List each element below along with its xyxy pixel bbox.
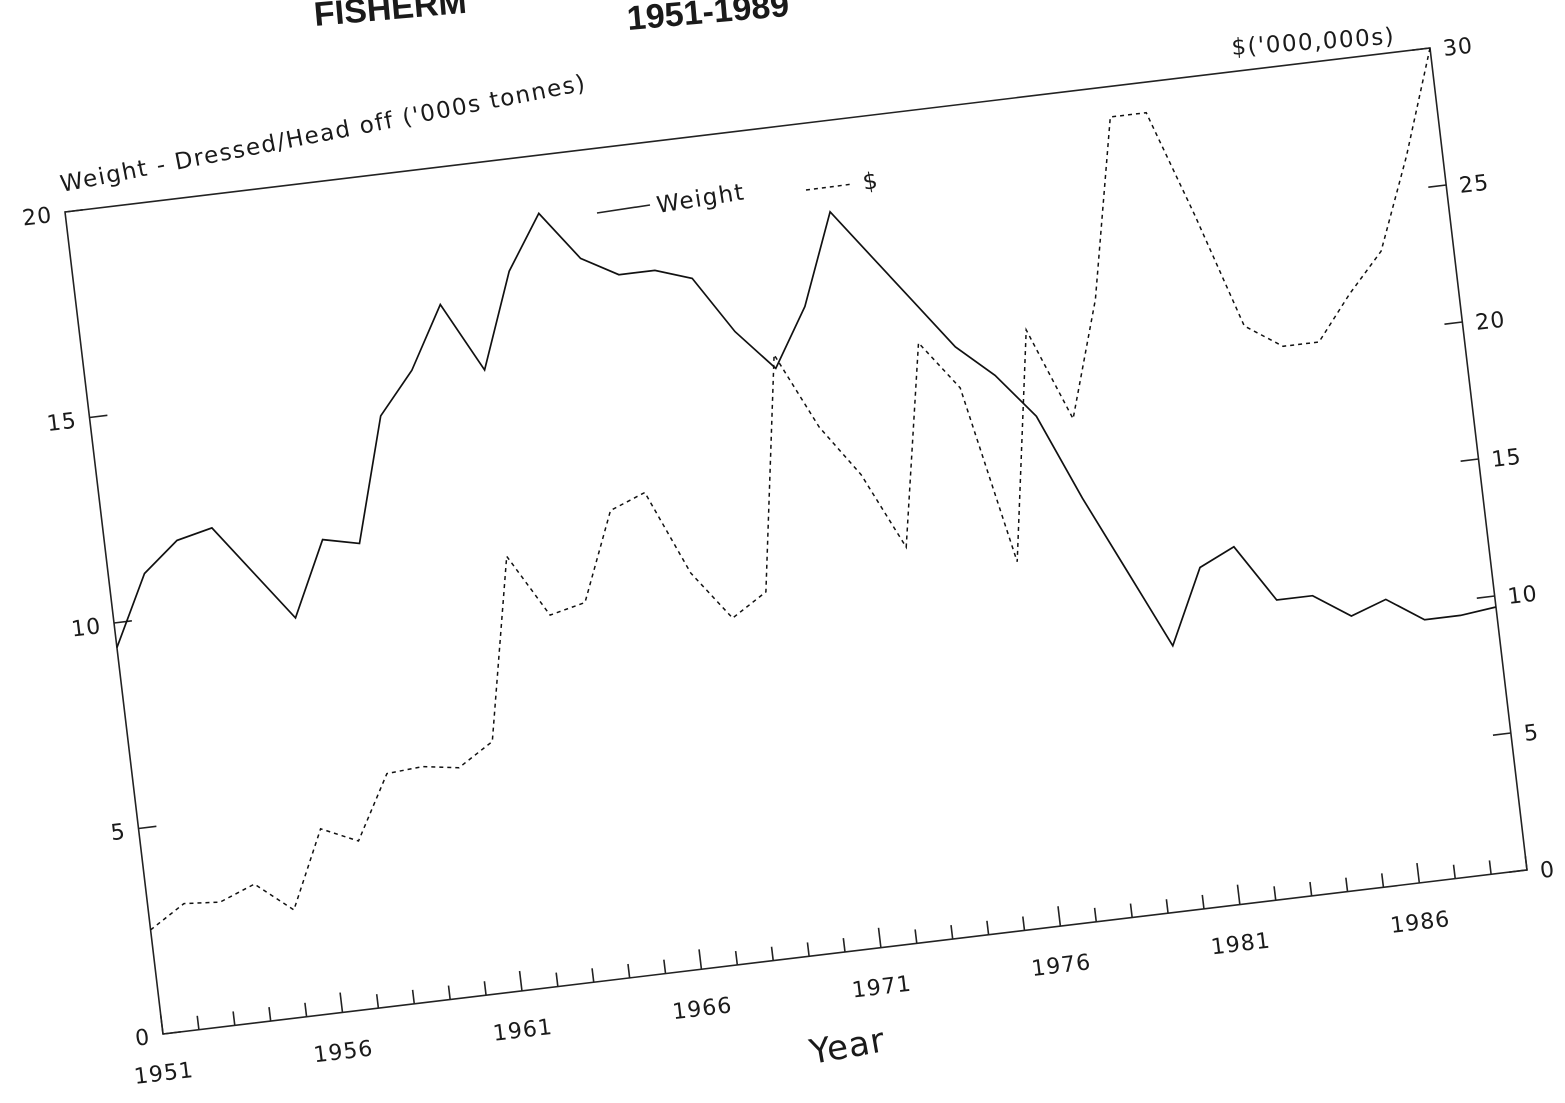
right-y-tick-label: 10: [1506, 582, 1539, 610]
x-tick-label: 1986: [1389, 907, 1452, 939]
left-y-tick-label: 5: [109, 820, 127, 847]
x-tick: [196, 1015, 200, 1030]
x-tick: [1165, 899, 1169, 914]
x-tick: [663, 959, 667, 974]
x-tick: [232, 1011, 236, 1026]
right-y-tick: [1509, 869, 1528, 873]
x-tick: [304, 1002, 308, 1017]
right-y-tick: [1412, 47, 1431, 51]
x-tick: [877, 927, 882, 948]
x-tick: [1416, 862, 1421, 884]
left-y-tick: [113, 620, 132, 624]
chart-title-line-1: FISHERM: [312, 0, 468, 34]
x-tick-label: 1976: [1030, 950, 1093, 982]
left-y-tick-label: 10: [70, 614, 103, 642]
x-tick: [770, 946, 775, 961]
plot-frame: [64, 47, 1528, 1035]
x-tick: [806, 942, 810, 957]
right-y-tick: [1444, 321, 1463, 325]
x-tick: [1488, 860, 1492, 875]
x-tick: [1129, 903, 1133, 918]
x-tick: [375, 994, 380, 1009]
x-tick: [1057, 906, 1062, 927]
x-tick-label: 1956: [312, 1036, 375, 1068]
x-tick: [1201, 894, 1205, 909]
left-y-tick-label: 15: [45, 409, 78, 437]
right-y-tick: [1476, 595, 1495, 599]
x-tick: [339, 992, 344, 1013]
legend: Weight $: [596, 168, 881, 219]
x-tick-label: 1981: [1210, 928, 1273, 960]
x-axis-tick-labels: 1951 1956 1961 1966 1971 1976 1981 1986: [133, 907, 1452, 1090]
left-y-tick: [89, 414, 108, 419]
left-y-tick-label: 0: [134, 1025, 152, 1052]
x-tick: [698, 949, 703, 970]
legend-label-dollar: $: [861, 168, 881, 196]
x-tick: [411, 989, 416, 1004]
x-tick: [842, 938, 846, 953]
right-y-tick: [1460, 458, 1479, 462]
x-tick: [1345, 877, 1349, 892]
x-tick: [1452, 864, 1457, 879]
right-axis-ticks: 0 5 10 15 20 25 30: [1412, 34, 1557, 884]
right-y-tick-label: 25: [1458, 171, 1491, 199]
x-tick: [591, 968, 595, 983]
x-tick: [1093, 907, 1098, 922]
x-tick: [159, 1014, 164, 1035]
x-tick: [268, 1007, 272, 1022]
right-y-tick-label: 15: [1490, 445, 1523, 473]
right-y-tick-label: 30: [1442, 34, 1475, 62]
x-tick: [1022, 916, 1026, 931]
left-y-tick: [162, 1031, 181, 1035]
x-tick-label: 1971: [851, 972, 914, 1004]
x-tick-label: 1961: [492, 1015, 555, 1047]
x-tick: [734, 950, 739, 966]
legend-label-weight: Weight: [655, 179, 747, 219]
series-dollar-line: [150, 47, 1431, 931]
x-tick: [950, 925, 954, 940]
x-tick: [914, 929, 918, 944]
x-tick: [1524, 856, 1528, 871]
right-y-tick-label: 0: [1539, 857, 1557, 884]
x-tick: [483, 981, 487, 996]
x-axis-ticks: [159, 856, 1528, 1035]
x-tick: [447, 985, 451, 1000]
right-y-tick-label: 5: [1523, 720, 1541, 747]
chart-title-line-2: 1951-1989: [625, 0, 790, 38]
x-tick-label: 1966: [671, 993, 734, 1025]
x-axis-title: Year: [806, 1020, 889, 1073]
x-tick: [1380, 873, 1385, 888]
left-y-tick: [64, 209, 83, 213]
legend-swatch-weight: [596, 204, 651, 214]
x-tick: [518, 970, 523, 991]
right-y-tick: [1492, 732, 1511, 736]
x-tick: [1309, 881, 1313, 896]
series-weight-line: [116, 210, 1497, 648]
left-y-tick: [138, 825, 157, 830]
x-tick: [1273, 886, 1277, 901]
left-axis-title: Weight - Dressed/Head off ('000s tonnes): [58, 70, 588, 198]
x-tick: [555, 972, 559, 987]
right-y-tick-label: 20: [1474, 308, 1507, 336]
x-tick: [627, 963, 631, 978]
left-axis-ticks: 0 5 10 15 20: [21, 203, 181, 1052]
x-tick: [986, 920, 990, 935]
legend-swatch-dollar: [805, 183, 854, 191]
series-layer: [116, 47, 1497, 931]
left-y-tick-label: 20: [21, 203, 54, 231]
x-tick: [1236, 884, 1241, 905]
x-tick-label: 1951: [133, 1058, 196, 1090]
right-y-tick: [1428, 184, 1447, 188]
